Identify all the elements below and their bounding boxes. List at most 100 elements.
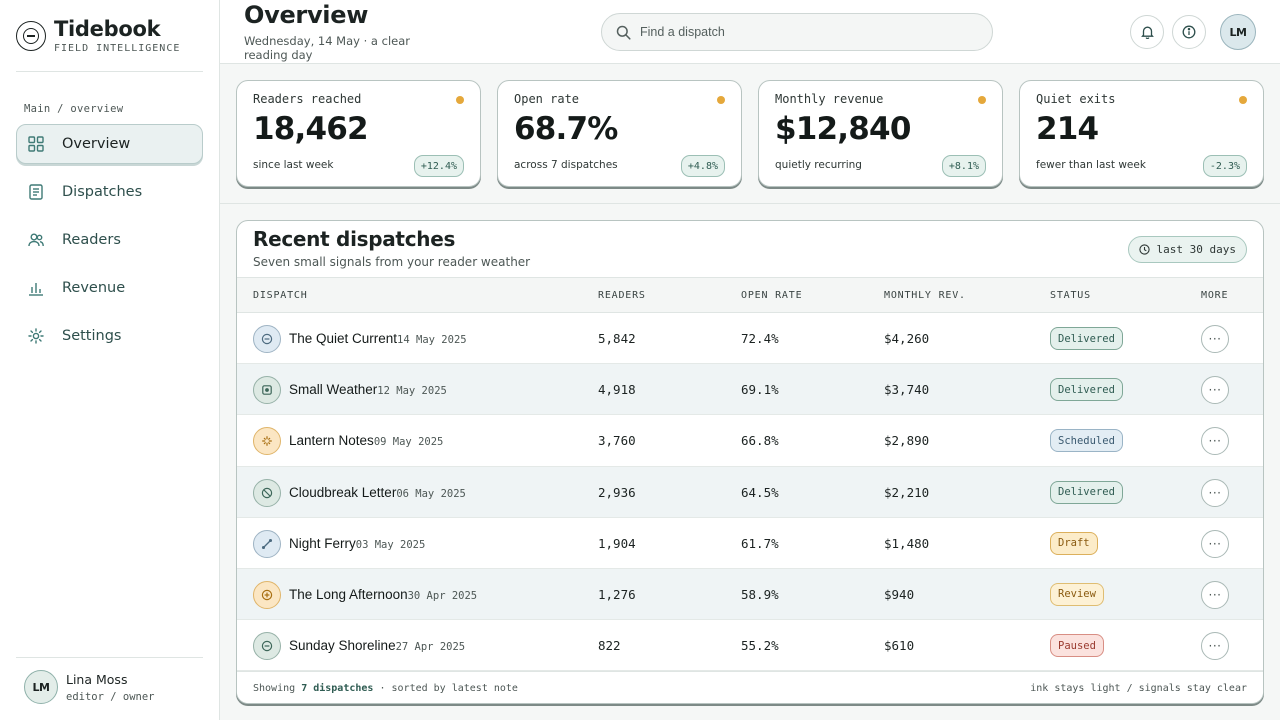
more-button[interactable]: ··· (1201, 376, 1229, 405)
sidebar-item-settings[interactable]: Settings (16, 316, 203, 356)
user-name: Lina Moss (66, 671, 128, 687)
more-icon: ··· (1208, 434, 1222, 449)
top-header: Overview Wednesday, 14 May · a clear rea… (220, 0, 1280, 64)
sidebar-item-overview[interactable]: Overview (16, 124, 203, 164)
plus-circle-icon (253, 580, 281, 609)
dispatch-date: 30 Apr 2025 (407, 589, 478, 602)
dispatch-title[interactable]: The Long Afternoon30 Apr 2025 (289, 587, 477, 602)
readers-cell: 4,918 (598, 382, 636, 398)
readers-cell: 1,276 (598, 586, 636, 602)
status-dot (1239, 96, 1247, 104)
revenue-cell: $1,480 (884, 535, 930, 551)
more-icon: ··· (1208, 536, 1222, 551)
column-header-readers[interactable]: READERS (598, 290, 646, 301)
sidebar: Tidebook FIELD INTELLIGENCE Main / overv… (0, 0, 220, 720)
dispatch-date: 06 May 2025 (396, 487, 466, 500)
sidebar-item-revenue[interactable]: Revenue (16, 268, 203, 308)
table-row[interactable]: Lantern Notes09 May 2025 3,760 66.8% $2,… (237, 415, 1263, 467)
dispatch-date: 14 May 2025 (397, 334, 467, 346)
sidebar-item-label: Settings (62, 328, 122, 344)
table-row[interactable]: Sunday Shoreline27 Apr 2025 822 55.2% $6… (237, 620, 1263, 672)
table-footer: Showing 7 dispatches · sorted by latest … (237, 671, 1263, 703)
stat-card-quiet-exits[interactable]: Quiet exits 214 fewer than last week -2.… (1019, 80, 1264, 187)
readers-cell: 2,936 (598, 484, 636, 500)
stat-card-revenue[interactable]: Monthly revenue $12,840 quietly recurrin… (758, 80, 1003, 187)
stat-card-open-rate[interactable]: Open rate 68.7% across 7 dispatches +4.8… (497, 80, 742, 187)
dispatch-title[interactable]: The Quiet Current14 May 2025 (289, 331, 467, 346)
brand-name: Tidebook (54, 17, 161, 41)
user-profile[interactable]: LM Lina Moss editor / owner (24, 670, 155, 704)
dispatch-title[interactable]: Night Ferry03 May 2025 (289, 536, 425, 551)
brand[interactable]: Tidebook FIELD INTELLIGENCE (16, 18, 180, 54)
stat-note: since last week (253, 159, 334, 171)
sidebar-section-label: Main / overview (24, 103, 124, 115)
search-box[interactable] (601, 13, 993, 51)
readers-cell: 3,760 (598, 433, 636, 449)
sidebar-item-label: Readers (62, 232, 121, 248)
more-button[interactable]: ··· (1201, 478, 1229, 507)
table-row[interactable]: Night Ferry03 May 2025 1,904 61.7% $1,48… (237, 518, 1263, 569)
column-header-dispatch[interactable]: DISPATCH (253, 290, 308, 301)
table-body: The Quiet Current14 May 2025 5,842 72.4%… (237, 313, 1263, 672)
dispatch-name: Night Ferry (289, 535, 356, 551)
dispatch-title[interactable]: Sunday Shoreline27 Apr 2025 (289, 638, 465, 653)
dot-square-icon (253, 376, 281, 405)
stat-value: 214 (1036, 111, 1099, 147)
sidebar-nav: Overview Dispatches Readers Revenue Sett… (16, 124, 203, 364)
stat-note: across 7 dispatches (514, 159, 618, 171)
status-dot (456, 96, 464, 104)
dispatch-name: Small Weather (289, 382, 378, 398)
date-range-label: last 30 days (1156, 243, 1236, 256)
notifications-button[interactable] (1130, 15, 1164, 49)
more-button[interactable]: ··· (1201, 632, 1229, 661)
more-button[interactable]: ··· (1201, 529, 1229, 558)
stats-row: Readers reached 18,462 since last week +… (220, 64, 1280, 204)
stat-note: quietly recurring (775, 159, 862, 171)
column-header-revenue[interactable]: MONTHLY REV. (884, 290, 966, 301)
open-rate-cell: 55.2% (741, 638, 779, 654)
open-rate-cell: 61.7% (741, 535, 779, 551)
date-range-filter[interactable]: last 30 days (1127, 236, 1247, 263)
sidebar-divider (16, 657, 203, 658)
page-title: Overview (244, 1, 369, 29)
dispatch-title[interactable]: Cloudbreak Letter06 May 2025 (289, 485, 466, 500)
stat-value: 68.7% (514, 111, 618, 147)
column-header-status[interactable]: STATUS (1050, 290, 1091, 301)
status-badge: Delivered (1050, 378, 1123, 402)
more-button[interactable]: ··· (1201, 427, 1229, 456)
dispatch-date: 12 May 2025 (377, 385, 447, 398)
status-badge: Paused (1050, 634, 1104, 658)
more-button[interactable]: ··· (1201, 325, 1229, 353)
search-icon (616, 25, 631, 40)
dispatch-title[interactable]: Small Weather12 May 2025 (289, 382, 447, 397)
dispatch-title[interactable]: Lantern Notes09 May 2025 (289, 433, 443, 448)
table-row[interactable]: Small Weather12 May 2025 4,918 69.1% $3,… (237, 364, 1263, 416)
stat-card-readers[interactable]: Readers reached 18,462 since last week +… (236, 80, 481, 187)
table-row[interactable]: The Quiet Current14 May 2025 5,842 72.4%… (237, 313, 1263, 365)
table-header: DISPATCH READERS OPEN RATE MONTHLY REV. … (237, 277, 1263, 313)
document-icon (27, 183, 45, 201)
sidebar-item-dispatches[interactable]: Dispatches (16, 172, 203, 212)
stat-value: 18,462 (253, 111, 369, 147)
revenue-cell: $4,260 (884, 331, 930, 346)
table-row[interactable]: Cloudbreak Letter06 May 2025 2,936 64.5%… (237, 466, 1263, 518)
revenue-cell: $3,740 (884, 382, 930, 398)
footer-note: ink stays light / signals stay clear (1030, 683, 1247, 694)
summary-prefix: Showing (253, 683, 296, 694)
revenue-cell: $940 (884, 586, 915, 602)
sidebar-item-readers[interactable]: Readers (16, 220, 203, 260)
more-button[interactable]: ··· (1201, 580, 1229, 609)
status-badge: Scheduled (1050, 429, 1123, 453)
info-button[interactable] (1172, 15, 1206, 49)
stat-label: Readers reached (253, 92, 362, 106)
stat-label: Monthly revenue (775, 92, 884, 106)
table-row[interactable]: The Long Afternoon30 Apr 2025 1,276 58.9… (237, 568, 1263, 621)
search-input[interactable] (640, 25, 970, 39)
minus-circle-icon (253, 325, 281, 353)
column-header-open-rate[interactable]: OPEN RATE (741, 290, 803, 301)
table-summary: Showing 7 dispatches · sorted by latest … (253, 683, 518, 694)
minus-circle-icon (253, 632, 281, 661)
header-avatar[interactable]: LM (1220, 14, 1256, 50)
open-rate-cell: 58.9% (741, 586, 779, 602)
status-badge: Draft (1050, 531, 1098, 555)
